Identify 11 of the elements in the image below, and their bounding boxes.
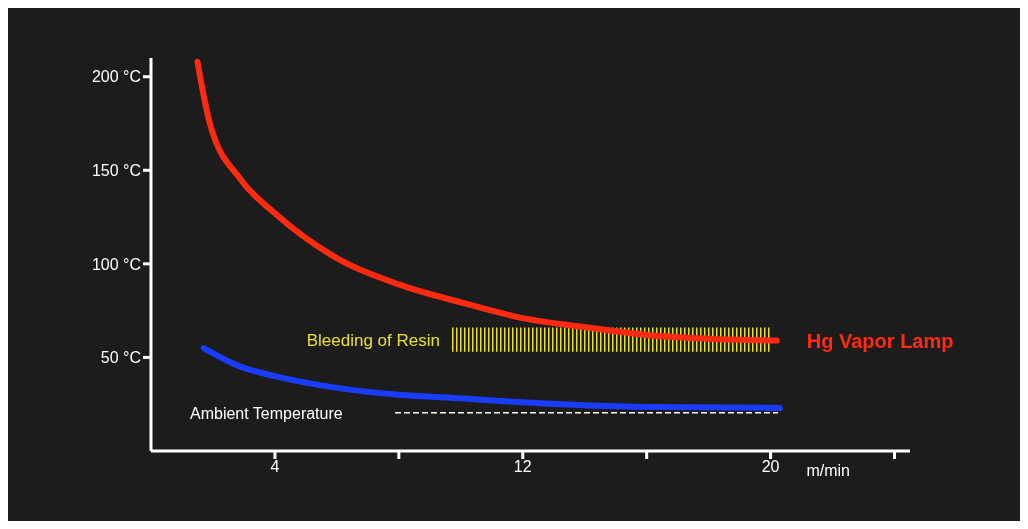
series-label: Hg Vapor Lamp <box>806 329 954 352</box>
band-label: Bleeding of Resin <box>306 330 440 350</box>
y-tick-label: 200 °C <box>91 68 141 86</box>
x-tick-label: 20 <box>761 458 780 476</box>
y-tick-label: 150 °C <box>91 161 141 179</box>
y-tick-label: 100 °C <box>91 255 141 273</box>
x-axis-title: m/min <box>806 462 850 480</box>
y-tick-label: 50 °C <box>100 349 141 367</box>
ref-line-label: Ambient Temperature <box>190 404 343 422</box>
x-tick-label: 4 <box>270 458 280 476</box>
x-tick-label: 12 <box>513 458 532 476</box>
